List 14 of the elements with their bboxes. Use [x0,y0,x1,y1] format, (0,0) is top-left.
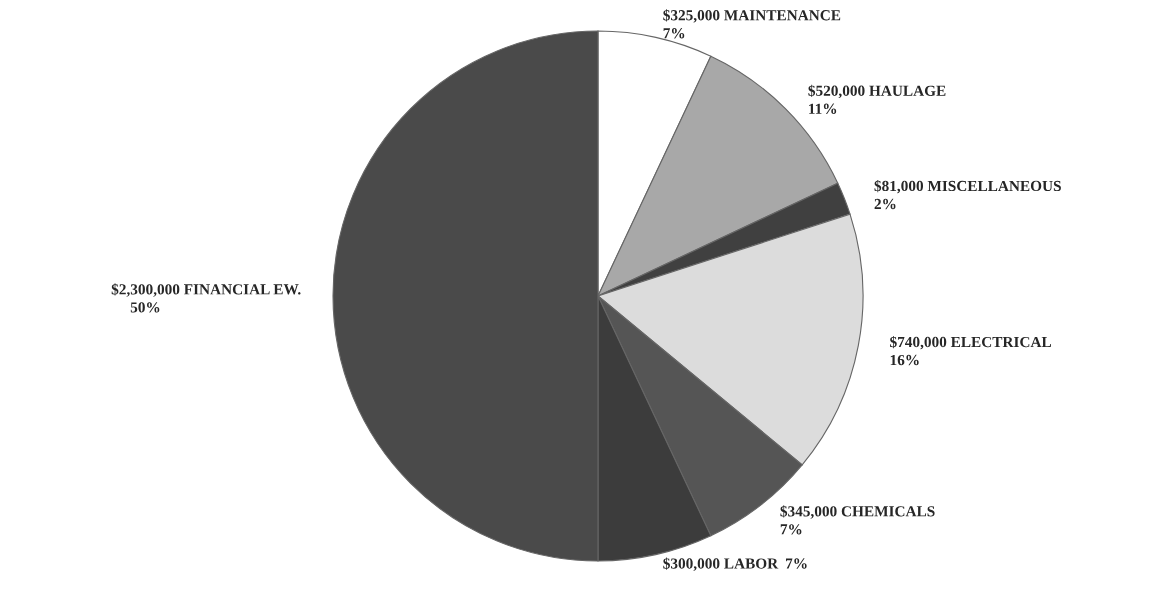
slice-label: $740,000 ELECTRICAL [890,335,1052,350]
data-label: 16% [890,354,919,366]
slice-label: $300,000 LABOR [663,557,779,571]
slice-label: $325,000 MAINTENANCE [663,9,841,23]
slice-label: $81,000 MISCELLANEOUS [874,179,1061,194]
slice-label: $520,000 HAULAGE [808,84,946,99]
data-label: 7% [780,524,802,535]
data-label: 2% [874,198,896,210]
slice-label: $345,000 CHEMICALS [780,505,935,519]
data-label: 7% [786,558,807,569]
data-label: 50% [130,302,160,313]
data-label: 11% [809,103,837,114]
slice-label: $2,300,000 FINANCIAL EW. [111,283,301,297]
data-label: 7% [663,28,685,39]
